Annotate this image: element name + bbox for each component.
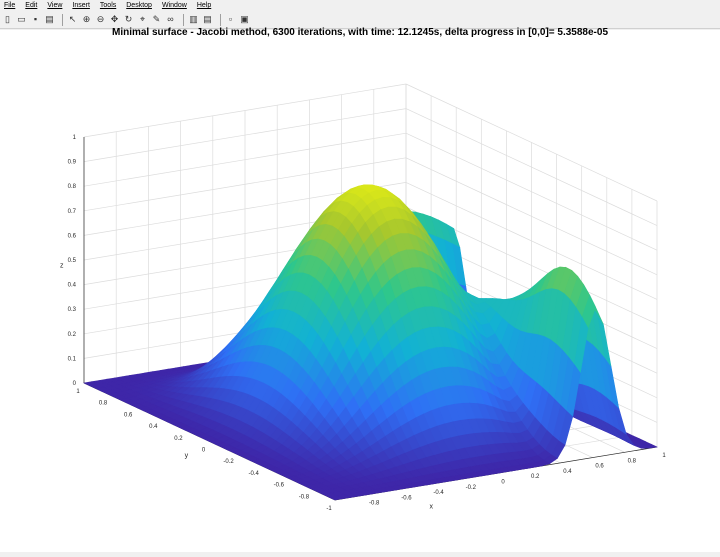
y-tick-label: 0.2 <box>531 474 540 480</box>
y-tick-label: -0.2 <box>466 485 477 491</box>
x-tick-label: 1 <box>76 389 80 395</box>
x-tick-label: 0.6 <box>124 412 133 418</box>
z-tick-label: 0.7 <box>68 209 77 215</box>
y-tick-label: 0.6 <box>595 464 604 470</box>
z-tick-label: 0.8 <box>68 184 77 190</box>
pointer-icon[interactable]: ↖ <box>68 14 77 24</box>
x-tick-label: -0.6 <box>274 483 285 489</box>
show-plot-tools-icon[interactable]: ▣ <box>240 14 249 24</box>
toolbar-separator <box>183 13 184 26</box>
z-tick-label: 0.5 <box>68 258 77 264</box>
brush-icon[interactable]: ✎ <box>152 14 161 24</box>
link-icon[interactable]: ∞ <box>167 14 174 24</box>
zoom-in-icon[interactable]: ⊕ <box>82 14 91 24</box>
z-tick-label: 0 <box>73 381 77 387</box>
hide-plot-tools-icon[interactable]: ▫ <box>228 14 233 24</box>
menu-bar: File Edit View Insert Tools Desktop Window Help <box>0 0 720 11</box>
y-tick-label: -0.8 <box>369 501 380 507</box>
z-tick-label: 0.6 <box>68 233 77 239</box>
menu-window[interactable]: Window <box>161 2 187 9</box>
z-tick-label: 1 <box>73 135 77 141</box>
menu-edit[interactable]: Edit <box>25 2 38 9</box>
menu-file[interactable]: File <box>4 2 16 9</box>
z-tick-label: 0.9 <box>68 160 77 166</box>
x-tick-label: 0.8 <box>99 401 108 407</box>
y-tick-label: -0.4 <box>433 490 444 496</box>
tick-labels: 0 0.1 0.2 0.3 0.4 0.5 0.6 0.7 0.8 0.9 1 1 0.8 0.6 0.4 0… <box>68 135 667 512</box>
x-axis-label: x <box>430 503 434 510</box>
menu-view[interactable]: View <box>47 2 63 9</box>
z-tick-label: 0.4 <box>68 283 77 289</box>
x-tick-label: 0 <box>202 448 206 454</box>
z-tick-label: 0.2 <box>68 332 77 338</box>
figure-canvas: 0 0.1 0.2 0.3 0.4 0.5 0.6 0.7 0.8 0.9 1 1 0.8 0.6 0.4 0… <box>0 30 720 552</box>
y-tick-label: 0 <box>501 480 505 486</box>
y-tick-label: 0.8 <box>628 458 637 464</box>
toolbar-separator <box>62 13 63 26</box>
z-axis-label: z <box>60 262 64 269</box>
zoom-out-icon[interactable]: ⊖ <box>96 14 105 24</box>
y-tick-label: -0.6 <box>401 495 412 501</box>
pan-icon[interactable]: ✥ <box>110 14 119 24</box>
surface-plot[interactable]: 0 0.1 0.2 0.3 0.4 0.5 0.6 0.7 0.8 0.9 1 1 0.8 0.6 0.4 0… <box>0 30 720 552</box>
surface-mesh <box>83 184 659 501</box>
x-tick-label: -0.8 <box>299 494 310 500</box>
x-tick-label: 0.2 <box>174 436 183 442</box>
figure-toolbar: ▯ ▭ ▪ ▤ ↖ ⊕ ⊖ ✥ ↻ ⌖ ✎ ∞ ▥ ▤ ▫ ▣ <box>0 11 720 29</box>
legend-icon[interactable]: ▤ <box>203 14 212 24</box>
new-file-icon[interactable]: ▯ <box>5 14 10 24</box>
y-tick-label: 1 <box>662 453 666 459</box>
x-tick-label: -0.2 <box>223 459 234 465</box>
x-tick-label: -1 <box>326 506 332 512</box>
menu-tools[interactable]: Tools <box>99 2 117 9</box>
y-tick-label: 0.4 <box>563 469 572 475</box>
y-axis-label: y <box>185 453 189 460</box>
data-cursor-icon[interactable]: ⌖ <box>139 14 146 24</box>
menu-insert[interactable]: Insert <box>72 2 90 9</box>
x-tick-label: 0.4 <box>149 424 158 430</box>
plot-title: Minimal surface - Jacobi method, 6300 it… <box>111 27 609 38</box>
save-icon[interactable]: ▪ <box>33 14 38 24</box>
menu-desktop[interactable]: Desktop <box>126 2 152 9</box>
rotate-icon[interactable]: ↻ <box>124 14 133 24</box>
print-icon[interactable]: ▤ <box>45 14 54 24</box>
colorbar-icon[interactable]: ▥ <box>189 14 198 24</box>
x-tick-label: -0.4 <box>249 471 260 477</box>
toolbar-separator <box>220 13 221 26</box>
z-tick-label: 0.3 <box>68 307 77 313</box>
z-tick-label: 0.1 <box>68 356 77 362</box>
menu-help[interactable]: Help <box>196 2 212 9</box>
open-file-icon[interactable]: ▭ <box>17 14 26 24</box>
surface-patch <box>328 495 344 501</box>
